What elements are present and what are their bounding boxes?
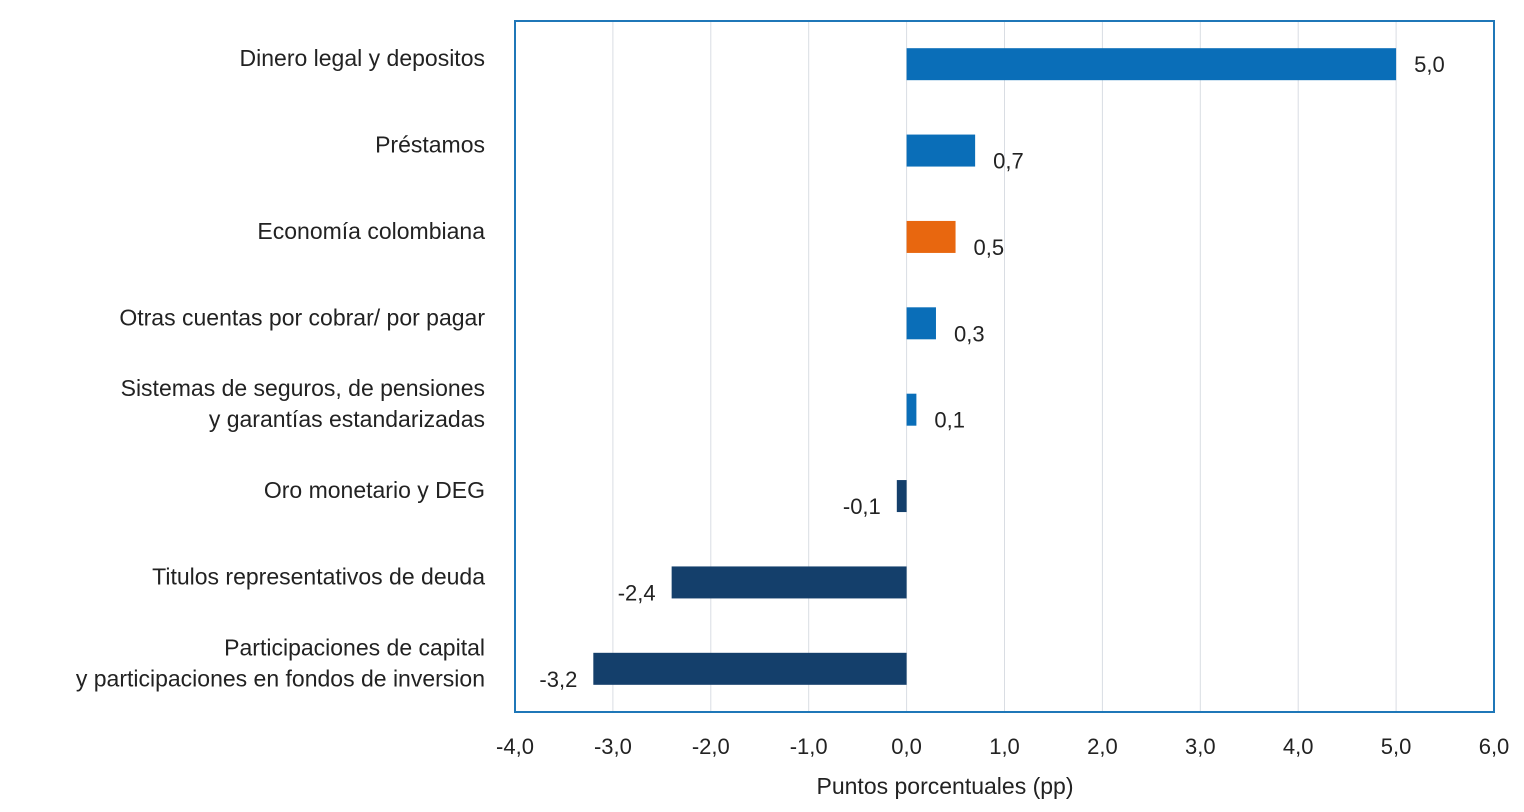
x-tick-label: 5,0 [1381, 734, 1412, 759]
bar [671, 566, 907, 599]
x-tick-label: 0,0 [891, 734, 922, 759]
x-tick-label: -4,0 [496, 734, 534, 759]
data-label: 0,3 [954, 321, 985, 346]
x-tick-label: 2,0 [1087, 734, 1118, 759]
data-label: 0,1 [934, 408, 965, 433]
grid-lines [612, 21, 1397, 712]
category-label: y garantías estandarizadas [209, 406, 485, 432]
category-label: Oro monetario y DEG [264, 477, 485, 503]
x-tick-label: 4,0 [1283, 734, 1314, 759]
x-axis-title: Puntos porcentuales (pp) [817, 773, 1074, 799]
category-label: y participaciones en fondos de inversion [76, 665, 485, 691]
bar [906, 220, 956, 253]
data-label: 0,5 [974, 235, 1005, 260]
category-label: Dinero legal y depositos [240, 45, 485, 71]
data-label: -3,2 [539, 667, 577, 692]
x-tick-label: -3,0 [594, 734, 632, 759]
x-tick-labels: -4,0 -3,0 -2,0 -1,0 0,0 1,0 2,0 3,0 4,0 5,0 6,0 [496, 734, 1509, 759]
data-label: -0,1 [843, 494, 881, 519]
category-label: Préstamos [375, 132, 485, 158]
category-label: Sistemas de seguros, de pensiones [121, 375, 485, 401]
bars [593, 48, 1397, 685]
category-label: Otras cuentas por cobrar/ por pagar [119, 304, 485, 330]
category-label: Participaciones de capital [224, 634, 485, 660]
data-labels: 5,0 0,7 0,5 0,3 0,1 -0,1 -2,4 -3,2 [539, 52, 1444, 692]
x-tick-label: -2,0 [692, 734, 730, 759]
category-label: Titulos representativos de deuda [152, 563, 485, 589]
x-tick-label: 1,0 [989, 734, 1020, 759]
bar [896, 480, 907, 513]
category-labels: Dinero legal y depositos Préstamos Economí… [76, 45, 485, 691]
data-label: 5,0 [1414, 52, 1445, 77]
x-tick-label: -1,0 [790, 734, 828, 759]
bar [593, 652, 907, 685]
data-label: 0,7 [993, 149, 1024, 174]
bar [906, 134, 976, 167]
bar [906, 307, 936, 340]
plot-frame [514, 20, 1495, 713]
x-tick-label: 6,0 [1479, 734, 1510, 759]
bar [906, 393, 917, 426]
x-tick-label: 3,0 [1185, 734, 1216, 759]
category-label: Economía colombiana [257, 218, 485, 244]
bar [906, 48, 1397, 81]
data-label: -2,4 [618, 580, 656, 605]
